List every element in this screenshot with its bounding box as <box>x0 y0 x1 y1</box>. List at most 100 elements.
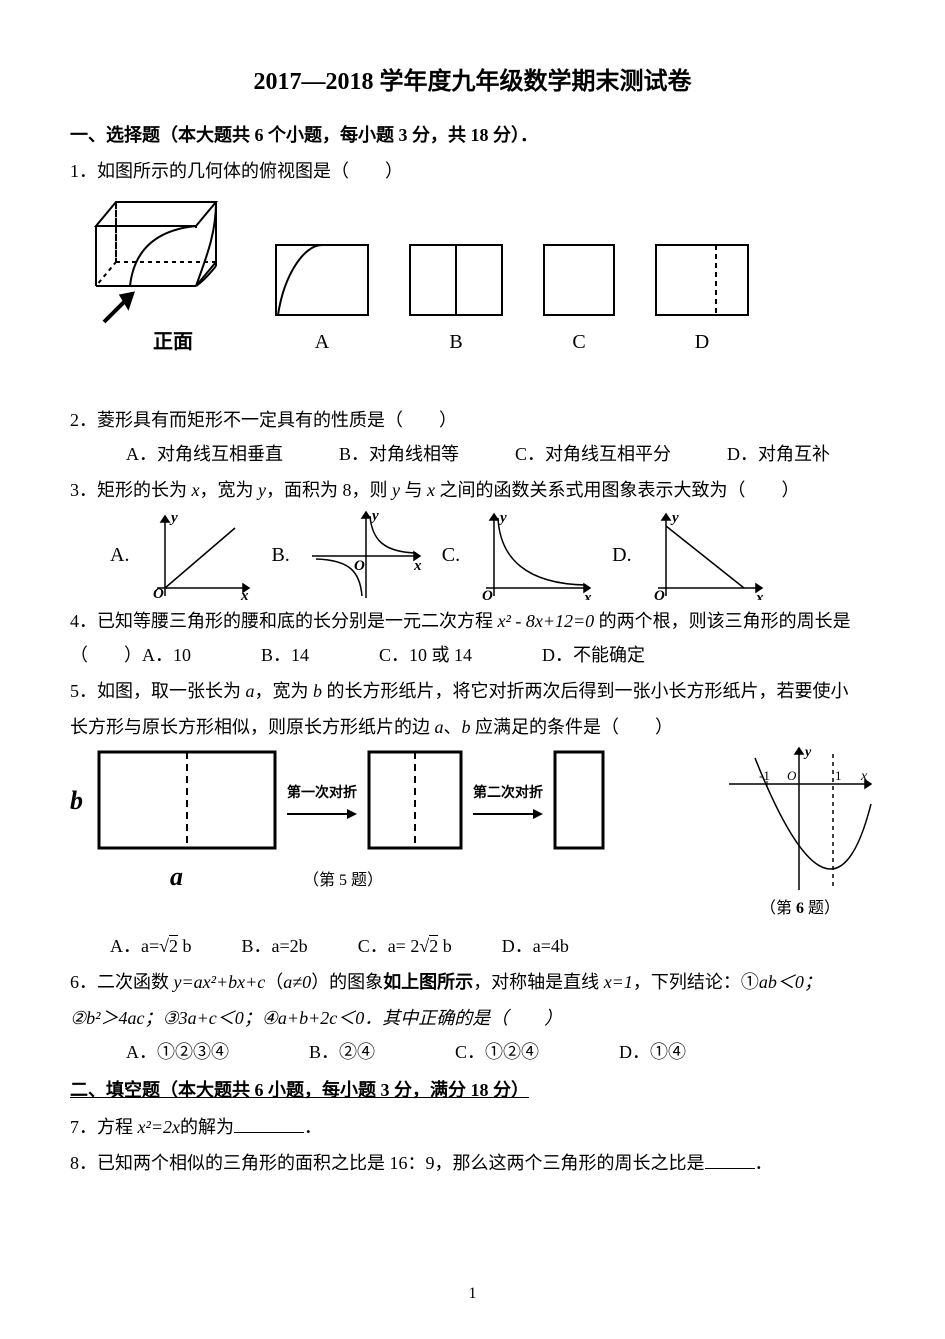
q5A-r: 2 <box>169 935 178 956</box>
q2-D: D．对角互补 <box>727 437 830 471</box>
q1-option-C: C <box>540 241 618 361</box>
q5-l1b: ，宽为 <box>255 681 314 701</box>
q3-p3: ，面积为 8，则 <box>266 480 392 500</box>
q4-pre: 4．已知等腰三角形的腰和底的长分别是一元二次方程 <box>70 611 498 631</box>
q3-p2: ，宽为 <box>200 480 259 500</box>
svg-text:O: O <box>153 586 164 600</box>
q5-rect2 <box>367 750 463 850</box>
q5C-r: 2 <box>429 935 438 956</box>
q6-B: B．②④ <box>309 1035 375 1069</box>
q5-l2c: 应满足的条件是（ ） <box>471 717 674 737</box>
q1-solid: 正面 <box>88 194 238 361</box>
arrow1-col: 第一次对折 <box>287 779 357 822</box>
q5-bottom-labels: a （第 5 题） <box>70 852 717 901</box>
q5-l2a: 长方形与原长方形相似，则原长方形纸片的边 <box>70 717 435 737</box>
page-number: 1 <box>0 1279 945 1309</box>
q4-B: B．14 <box>261 638 309 672</box>
svg-text:O: O <box>354 558 365 574</box>
q5-l2b: 、 <box>444 717 462 737</box>
q6-D: D．①④ <box>619 1035 686 1069</box>
optA-svg <box>272 241 372 319</box>
q5-options: A．a=√2 b B．a=2b C．a= 2√2 b D．a=4b <box>70 929 875 963</box>
q6-e: ，下列结论：① <box>633 972 759 992</box>
q5-l1a: 5．如图，取一张长为 <box>70 681 246 701</box>
optB-svg <box>406 241 506 319</box>
q2-B: B．对角线相等 <box>339 437 459 471</box>
question-5-l1: 5．如图，取一张长为 a，宽为 b 的长方形纸片，将它对折两次后得到一张小长方形… <box>70 674 875 708</box>
q6-b: （ <box>265 972 283 992</box>
q6-bold: 如上图所示 <box>383 972 473 992</box>
q3-x1: x <box>192 480 200 500</box>
question-1: 1．如图所示的几何体的俯视图是（ ） <box>70 154 875 188</box>
q5-b1: b <box>313 681 322 701</box>
fold1-label: 第一次对折 <box>287 779 357 806</box>
q5-big-b: b <box>70 776 83 825</box>
optC-svg <box>540 241 618 319</box>
spacer <box>70 375 875 401</box>
q8-dot: ． <box>755 1153 773 1173</box>
q6-svg: x y O -1 1 <box>725 744 875 894</box>
page-title: 2017—2018 学年度九年级数学期末测试卷 <box>70 60 875 106</box>
svg-text:y: y <box>169 510 178 526</box>
q5-a1: a <box>246 681 255 701</box>
question-3: 3．矩形的长为 x，宽为 y，面积为 8，则 y 与 x 之间的函数关系式用图象… <box>70 473 875 507</box>
q7-eq: x²=2x <box>138 1117 181 1137</box>
question-6-l2: ②b²＞4ac；③3a+c＜0；④a+b+2c＜0．其中正确的是（ ） <box>70 1001 875 1035</box>
q5-fold-figure: b 第一次对折 第二次对折 <box>70 750 717 850</box>
question-7: 7．方程 x²=2x的解为． <box>70 1110 875 1144</box>
q8-text: 8．已知两个相似的三角形的面积之比是 16：9，那么这两个三角形的周长之比是 <box>70 1153 705 1173</box>
q3-y1: y <box>258 480 266 500</box>
q7-pre: 7．方程 <box>70 1117 138 1137</box>
q3-x2: x <box>427 480 435 500</box>
q3-y2: y <box>392 480 400 500</box>
question-2: 2．菱形具有而矩形不一定具有的性质是（ ） <box>70 403 875 437</box>
q5-C: C．a= 2√2 b <box>358 929 452 963</box>
q6-caption: （第 6 题） <box>725 894 875 924</box>
q3-p5: 之间的函数关系式用图象表示大致为（ ） <box>435 480 800 500</box>
label-B: B <box>406 323 506 361</box>
label-D: D <box>652 323 752 361</box>
q6-a: 6．二次函数 <box>70 972 174 992</box>
q2-options: A．对角线互相垂直 B．对角线相等 C．对角线互相平分 D．对角互补 <box>70 437 875 471</box>
svg-text:x: x <box>240 588 249 600</box>
label-C: C <box>540 323 618 361</box>
q5C-pre: C．a= 2 <box>358 936 420 956</box>
section-2-heading: 二、填空题（本大题共 6 小题，每小题 3 分，满分 18 分） <box>70 1073 875 1107</box>
q7-blank <box>234 1114 304 1133</box>
q5-b2: b <box>462 717 471 737</box>
section-1-heading: 一、选择题（本大题共 6 个小题，每小题 3 分，共 18 分）． <box>70 118 875 152</box>
q3-lA: A. <box>110 536 129 574</box>
q5-rect1 <box>97 750 277 850</box>
q5-caption: （第 5 题） <box>303 866 383 896</box>
q5-rect3 <box>553 750 605 850</box>
q5-A: A．a=√2 b <box>110 929 192 963</box>
solid-svg <box>88 194 238 329</box>
q4-C: C．10 或 14 <box>379 638 472 672</box>
q6-figure: x y O -1 1 （第 6 题） <box>725 744 875 924</box>
q6-l2: ②b²＞4ac；③3a+c＜0；④a+b+2c＜0．其中正确的是（ ） <box>70 1008 562 1028</box>
svg-text:y: y <box>670 510 679 526</box>
svg-text:y: y <box>498 510 507 526</box>
q4-A: （ ）A．10 <box>70 638 191 672</box>
q3-graphB: O x y <box>306 508 426 602</box>
q1-option-B: B <box>406 241 506 361</box>
q5-a2: a <box>435 717 444 737</box>
q3-lB: B. <box>271 536 289 574</box>
q5-D: D．a=4b <box>502 929 569 963</box>
q4-D: D．不能确定 <box>542 638 645 672</box>
q4-post: 的两个根，则该三角形的周长是 <box>594 611 851 631</box>
svg-text:x: x <box>583 590 592 600</box>
q2-text: 2．菱形具有而矩形不一定具有的性质是（ ） <box>70 410 457 430</box>
question-6-l1: 6．二次函数 y=ax²+bx+c（a≠0）的图象如上图所示，对称轴是直线 x=… <box>70 965 875 999</box>
front-label: 正面 <box>108 323 238 361</box>
q6-A: A．①②③④ <box>126 1035 229 1069</box>
svg-text:x: x <box>860 769 868 784</box>
svg-text:O: O <box>787 768 797 783</box>
q4-eq: x² - 8x+12=0 <box>498 611 595 631</box>
q1-option-A: A <box>272 241 372 361</box>
q5-figure-wrap: b 第一次对折 第二次对折 <box>70 744 875 924</box>
label-A: A <box>272 323 372 361</box>
q2-C: C．对角线互相平分 <box>515 437 671 471</box>
svg-text:x: x <box>755 590 764 600</box>
q5A-post: b <box>178 936 192 956</box>
